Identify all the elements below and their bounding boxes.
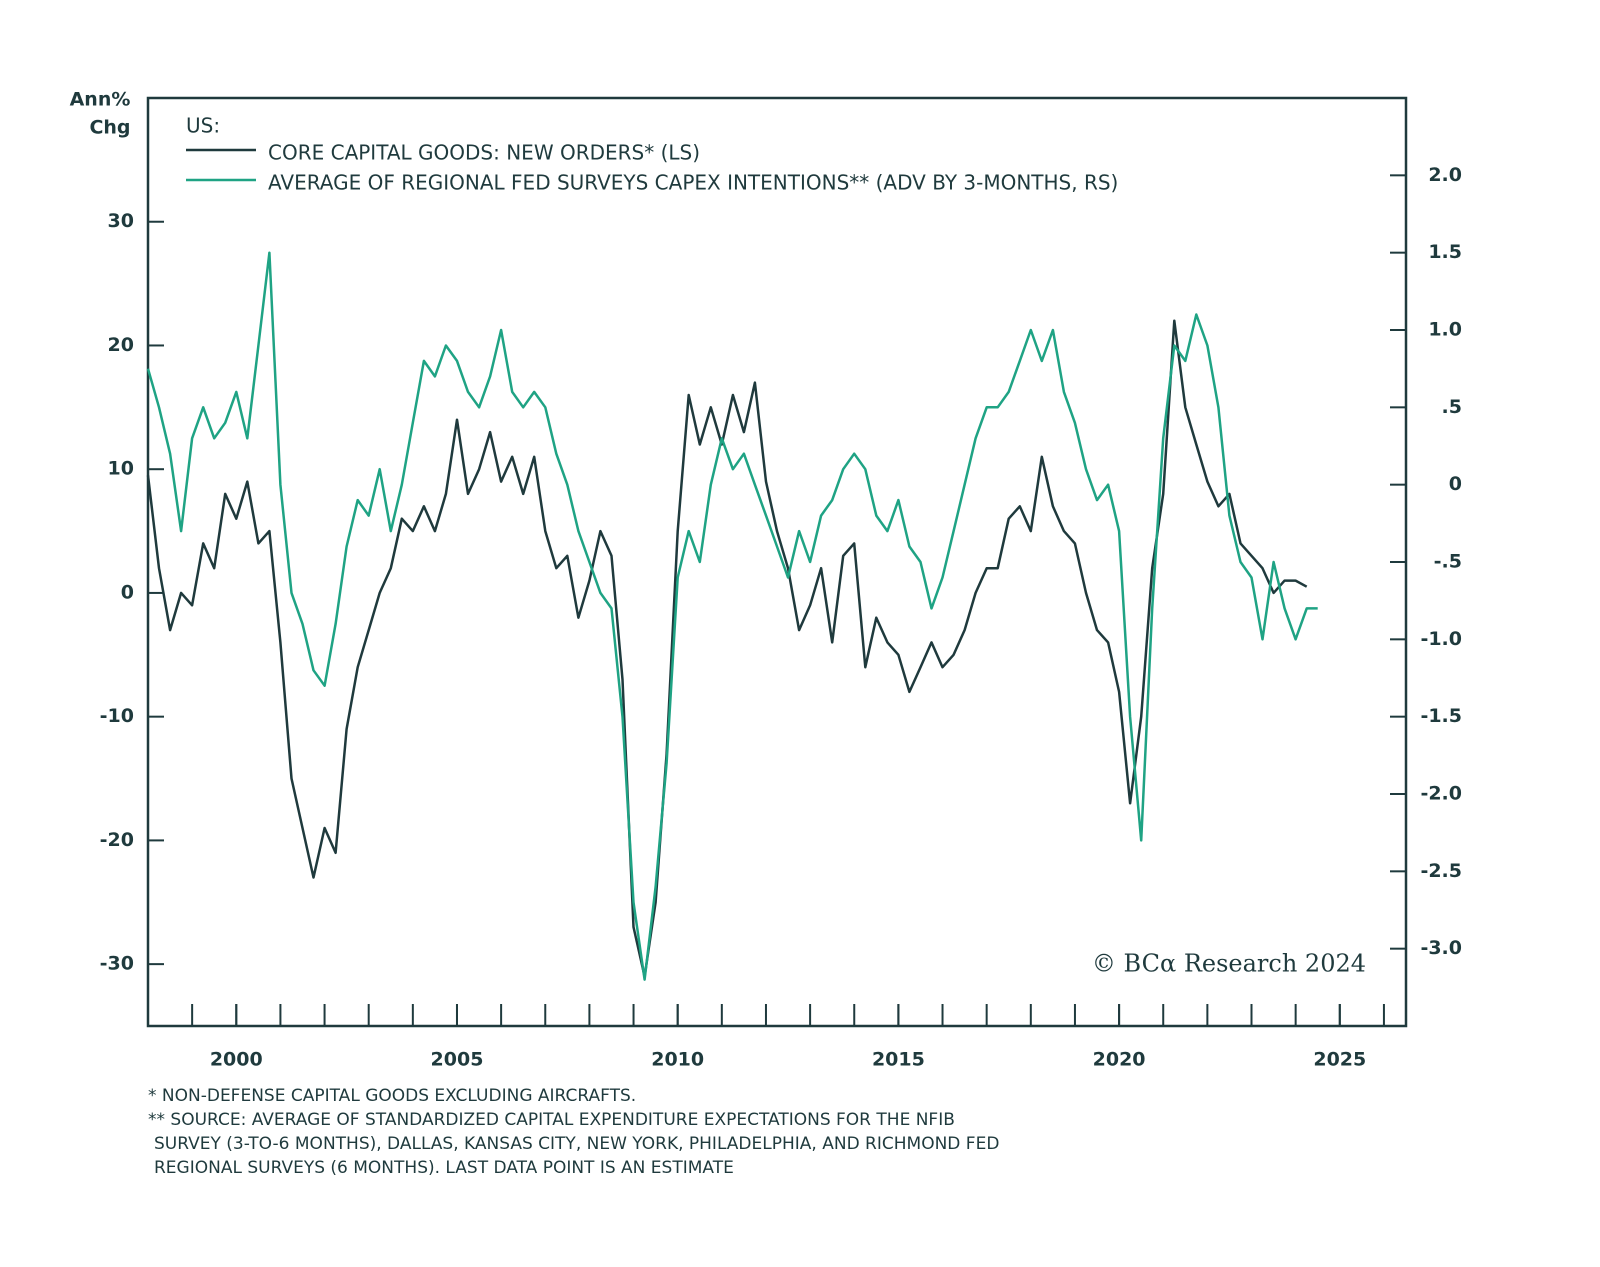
y2-tick-label: -2.0 [1420,783,1462,805]
y2-tick-label: 2.0 [1428,164,1462,186]
y2-tick-label: -2.5 [1420,860,1462,882]
x-tick-label: 2015 [872,1049,925,1071]
series-line [146,251,1318,981]
footnote: * NON-DEFENSE CAPITAL GOODS EXCLUDING AI… [148,1086,636,1106]
legend-title: US: [186,114,220,138]
y-tick-label: 30 [108,210,134,232]
y2-tick-label: -1.0 [1420,628,1462,650]
legend-label: AVERAGE OF REGIONAL FED SURVEYS CAPEX IN… [268,171,1118,195]
y-tick-label: 20 [108,334,134,356]
y2-tick-label: -1.5 [1420,705,1462,727]
x-tick-label: 2010 [651,1049,704,1071]
y-tick-label: 10 [108,458,134,480]
legend-label: CORE CAPITAL GOODS: NEW ORDERS* (LS) [268,141,700,165]
x-tick-label: 2020 [1093,1049,1146,1071]
y2-tick-label: 1.0 [1428,319,1462,341]
y-axis-label: Ann% [70,89,131,111]
y2-tick-label: -3.0 [1420,937,1462,959]
x-tick-label: 2000 [210,1049,263,1071]
y2-tick-label: .5 [1442,396,1462,418]
y-tick-label: -30 [100,953,134,975]
x-tick-label: 2005 [431,1049,484,1071]
y-tick-label: 0 [121,581,134,603]
footnote: ** SOURCE: AVERAGE OF STANDARDIZED CAPIT… [148,1110,955,1130]
y-tick-label: -20 [100,829,134,851]
footnote: SURVEY (3-TO-6 MONTHS), DALLAS, KANSAS C… [154,1134,999,1154]
x-tick-label: 2025 [1313,1049,1366,1071]
y2-tick-label: 0 [1449,473,1462,495]
series-line [146,319,1308,978]
y2-tick-label: -.5 [1434,551,1462,573]
watermark: © BCα Research 2024 [1092,950,1366,978]
y2-tick-label: 1.5 [1428,241,1462,263]
plot-frame [146,96,1408,1028]
y-axis-label: Chg [89,117,130,139]
y-tick-label: -10 [100,705,134,727]
footnote: REGIONAL SURVEYS (6 MONTHS). LAST DATA P… [154,1158,734,1178]
